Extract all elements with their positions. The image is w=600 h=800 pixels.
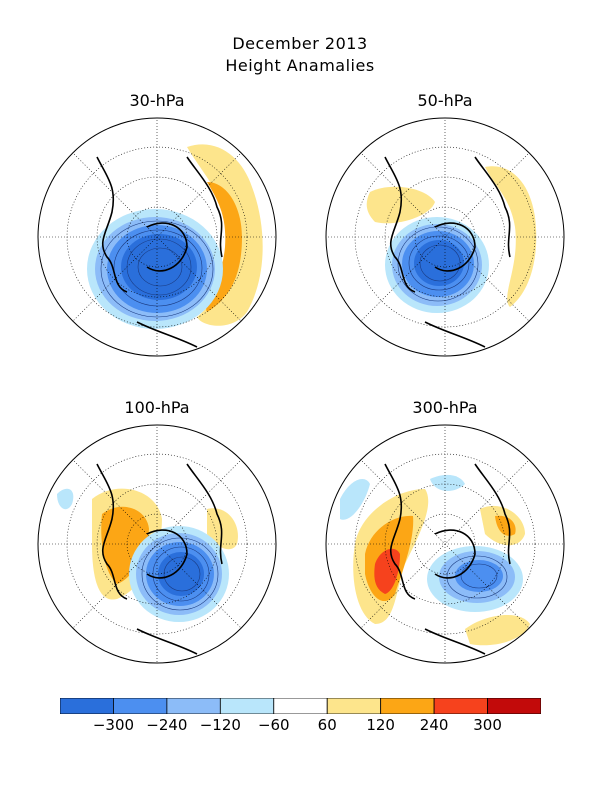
positive-anomaly-region-south bbox=[465, 614, 530, 646]
negative-anomaly-inner bbox=[455, 560, 503, 592]
colorbar-tick-label: 120 bbox=[366, 716, 395, 734]
colorbar-tick-label: −120 bbox=[199, 716, 241, 734]
polar-map-100hpa bbox=[37, 424, 277, 664]
colorbar bbox=[60, 698, 541, 714]
colorbar-tick-label: −60 bbox=[257, 716, 290, 734]
panel-label: 30-hPa bbox=[129, 91, 185, 110]
polar-map-300hpa bbox=[325, 424, 565, 664]
colorbar-swatch bbox=[113, 698, 168, 714]
colorbar-tick-label: −300 bbox=[92, 716, 135, 734]
map-panel-30hpa: 30-hPa bbox=[37, 91, 277, 357]
positive-anomaly-region bbox=[187, 144, 263, 326]
colorbar-tick-label: −240 bbox=[146, 716, 188, 734]
colorbar-swatch bbox=[326, 698, 382, 714]
colorbar-swatch bbox=[273, 698, 328, 714]
colorbar-swatch bbox=[487, 698, 541, 714]
colorbar-swatch bbox=[433, 698, 488, 714]
colorbar-tick-label: 300 bbox=[473, 716, 502, 734]
polar-map-30hpa bbox=[37, 117, 277, 357]
negative-anomaly-pale-west bbox=[340, 479, 370, 520]
colorbar-swatch bbox=[166, 698, 221, 714]
positive-anomaly-core bbox=[206, 182, 242, 312]
panel-label: 50-hPa bbox=[417, 91, 473, 110]
positive-anomaly-region bbox=[485, 166, 537, 307]
negative-anomaly-pale-center bbox=[430, 474, 465, 491]
map-panel-50hpa: 50-hPa bbox=[325, 91, 565, 357]
colorbar-tick-label: 240 bbox=[419, 716, 449, 734]
map-panel-100hpa: 100-hPa bbox=[37, 398, 277, 664]
colorbar-tick-label: 60 bbox=[317, 716, 337, 734]
negative-anomaly-core bbox=[414, 240, 464, 286]
colorbar-swatch bbox=[60, 698, 114, 714]
colorbar-swatch bbox=[380, 698, 435, 714]
panel-label: 100-hPa bbox=[124, 398, 190, 417]
polar-map-50hpa bbox=[325, 117, 565, 357]
negative-anomaly-pale-west bbox=[57, 488, 74, 510]
map-panel-300hpa: 300-hPa bbox=[325, 398, 565, 664]
panel-label: 300-hPa bbox=[412, 398, 478, 417]
positive-anomaly-core-east bbox=[495, 515, 516, 536]
colorbar-swatch bbox=[219, 698, 275, 714]
figure-subtitle: Height Anamalies bbox=[225, 56, 375, 75]
negative-anomaly-core bbox=[158, 552, 204, 596]
figure-title: December 2013 bbox=[232, 34, 368, 53]
positive-anomaly-region-east bbox=[207, 508, 238, 550]
